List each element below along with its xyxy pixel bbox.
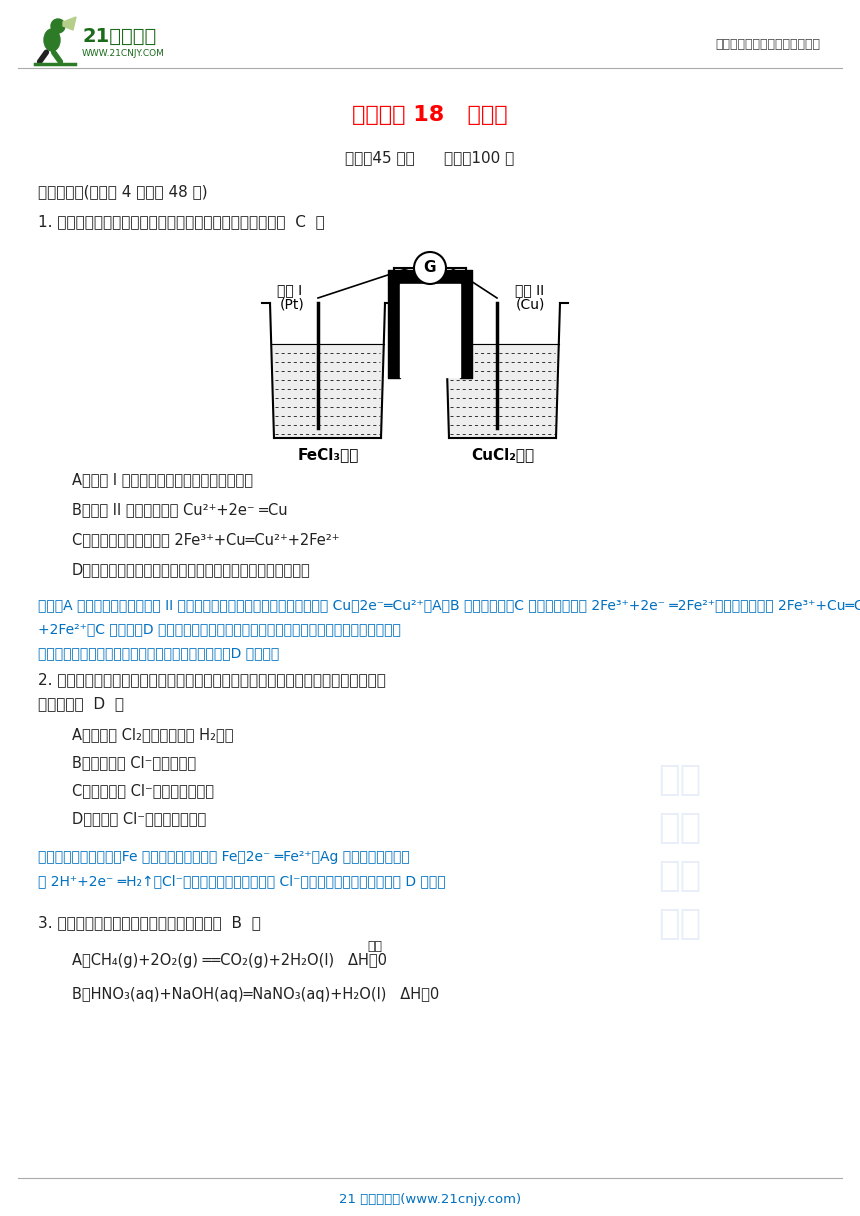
- FancyArrowPatch shape: [53, 52, 60, 62]
- Text: 精品: 精品: [659, 858, 702, 893]
- FancyArrowPatch shape: [40, 52, 46, 62]
- Text: 液中的电荷，故传递的是阴、阳离子，而不是电子，D 项错误。: 液中的电荷，故传递的是阴、阳离子，而不是电子，D 项错误。: [38, 646, 280, 660]
- Text: FeCl₃溶液: FeCl₃溶液: [298, 447, 359, 462]
- Text: 课时作业 18   原电池: 课时作业 18 原电池: [353, 105, 507, 125]
- Text: A．负极有 Cl₂逸出，正极有 H₂逸出: A．负极有 Cl₂逸出，正极有 H₂逸出: [72, 727, 234, 743]
- Text: B．负极附近 Cl⁻的浓度减小: B．负极附近 Cl⁻的浓度减小: [72, 755, 196, 771]
- Text: 资料: 资料: [659, 907, 702, 941]
- Text: 为 2H⁺+2e⁻ ═H₂↑，Cl⁻移向负极，但整个溶液中 Cl⁻的浓度基本保持不变，选项 D 正确。: 为 2H⁺+2e⁻ ═H₂↑，Cl⁻移向负极，但整个溶液中 Cl⁻的浓度基本保持…: [38, 874, 445, 888]
- Text: 一、选择题(每小题 4 分，共 48 分): 一、选择题(每小题 4 分，共 48 分): [38, 185, 207, 199]
- Text: 中小学教育资源及组卷应用平台: 中小学教育资源及组卷应用平台: [715, 38, 820, 51]
- Text: CuCl₂溶液: CuCl₂溶液: [471, 447, 535, 462]
- Text: 2. 将铁片和银片用导线连接置于同一稀盐酸溶液中，并经过一段时间后，下列叙述中: 2. 将铁片和银片用导线连接置于同一稀盐酸溶液中，并经过一段时间后，下列叙述中: [38, 672, 386, 687]
- Text: B．HNO₃(aq)+NaOH(aq)═NaNO₃(aq)+H₂O(l)   ΔH＜0: B．HNO₃(aq)+NaOH(aq)═NaNO₃(aq)+H₂O(l) ΔH＜…: [72, 987, 439, 1002]
- Text: 点燃: 点燃: [367, 940, 383, 953]
- Text: B．电极 II 的电极反应为 Cu²⁺+2e⁻ ═Cu: B．电极 II 的电极反应为 Cu²⁺+2e⁻ ═Cu: [72, 502, 287, 518]
- Text: 用情: 用情: [659, 811, 702, 845]
- Text: WWW.21CNJY.COM: WWW.21CNJY.COM: [82, 50, 165, 58]
- Text: 1. 右图是某同学设计的原电池装置，下列叙述中正确的是（  C  ）: 1. 右图是某同学设计的原电池装置，下列叙述中正确的是（ C ）: [38, 214, 325, 230]
- Text: 盐桥: 盐桥: [421, 271, 439, 285]
- Polygon shape: [271, 343, 384, 437]
- Text: A．电极 I 上发生还原反应，作原电池的负极: A．电极 I 上发生还原反应，作原电池的负极: [72, 473, 253, 488]
- Polygon shape: [63, 17, 76, 30]
- Text: D．盐桥中装有含琼脂的氯化钾饱和溶液，其作用是传递电子: D．盐桥中装有含琼脂的氯化钾饱和溶液，其作用是传递电子: [72, 563, 310, 578]
- Circle shape: [51, 19, 65, 33]
- Ellipse shape: [44, 29, 60, 51]
- Text: 时间：45 分钟      满分：100 分: 时间：45 分钟 满分：100 分: [346, 151, 514, 165]
- Text: D．溶液中 Cl⁻的浓度基本不变: D．溶液中 Cl⁻的浓度基本不变: [72, 811, 206, 827]
- Text: A．CH₄(g)+2O₂(g) ══CO₂(g)+2H₂O(l)   ΔH＜0: A．CH₄(g)+2O₂(g) ══CO₂(g)+2H₂O(l) ΔH＜0: [72, 953, 387, 968]
- Text: 21世纪教育: 21世纪教育: [82, 27, 157, 45]
- Text: 电极 II: 电极 II: [515, 283, 544, 297]
- Polygon shape: [446, 343, 559, 437]
- Text: 解析：A 项，该原电池中，电极 II 为负极，负极发生氧化反应，电极反应为 Cu－2e⁻═Cu²⁺，A、B 两项均错误；C 项，正极反应为 2Fe³⁺+2e⁻ : 解析：A 项，该原电池中，电极 II 为负极，负极发生氧化反应，电极反应为 Cu…: [38, 598, 860, 612]
- Text: 用心: 用心: [659, 762, 702, 796]
- Text: 正确的是（  D  ）: 正确的是（ D ）: [38, 697, 124, 711]
- Text: 3. 理论上不能设计为原电池的化学反应是（  B  ）: 3. 理论上不能设计为原电池的化学反应是（ B ）: [38, 916, 261, 930]
- Circle shape: [414, 252, 446, 285]
- Text: 解析：在该原电池中，Fe 为负极，电极反应为 Fe－2e⁻ ═Fe²⁺；Ag 为正极，电极反应: 解析：在该原电池中，Fe 为负极，电极反应为 Fe－2e⁻ ═Fe²⁺；Ag 为…: [38, 850, 409, 865]
- Text: (Pt): (Pt): [280, 298, 304, 313]
- Text: C．该原电池的总反应为 2Fe³⁺+Cu═Cu²⁺+2Fe²⁺: C．该原电池的总反应为 2Fe³⁺+Cu═Cu²⁺+2Fe²⁺: [72, 533, 340, 547]
- Text: 电极 I: 电极 I: [278, 283, 303, 297]
- Text: 21 世纪教育网(www.21cnjy.com): 21 世纪教育网(www.21cnjy.com): [339, 1193, 521, 1206]
- Text: (Cu): (Cu): [515, 298, 544, 313]
- Text: C．正极附近 Cl⁻的浓度逐渐增大: C．正极附近 Cl⁻的浓度逐渐增大: [72, 783, 214, 799]
- Text: G: G: [424, 260, 436, 276]
- Text: +2Fe²⁺，C 项正确；D 项，盐桥的作用是形成闭合回路，通过阴、阳离子的移动平衡两溶: +2Fe²⁺，C 项正确；D 项，盐桥的作用是形成闭合回路，通过阴、阳离子的移动…: [38, 623, 401, 636]
